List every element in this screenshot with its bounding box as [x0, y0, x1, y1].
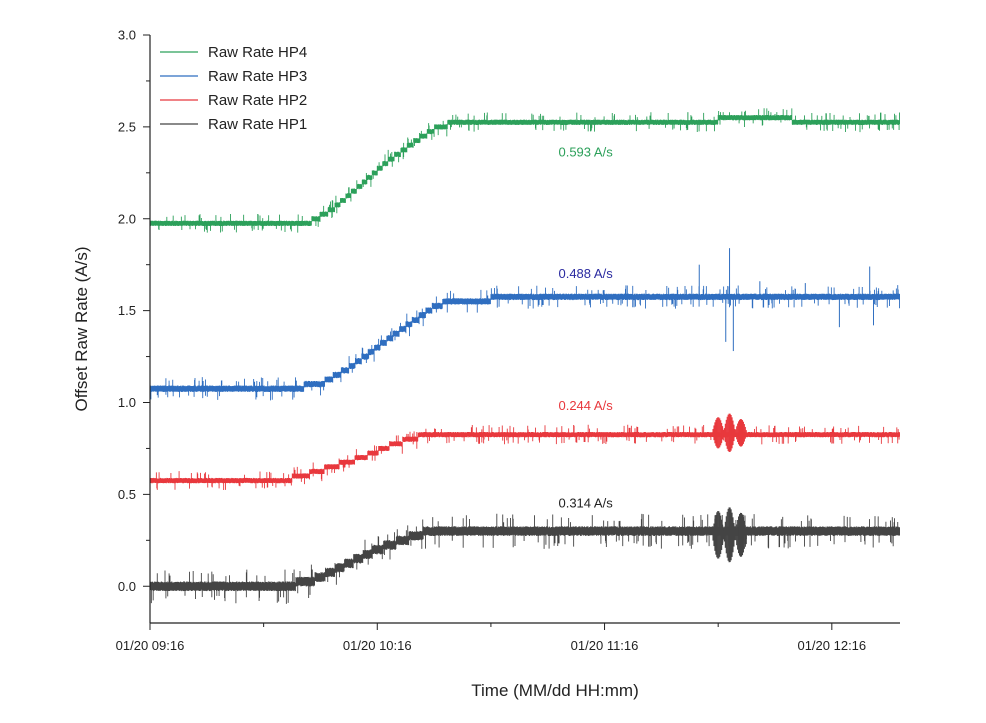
y-axis-title: Offset Raw Rate (A/s) [72, 246, 91, 411]
legend-label: Raw Rate HP3 [208, 68, 307, 85]
x-axis-title: Time (MM/dd HH:mm) [471, 681, 638, 700]
rate-annotation-2: 0.488 A/s [558, 266, 613, 281]
x-tick-label: 01/20 09:16 [116, 638, 185, 653]
y-tick-label: 1.5 [118, 303, 136, 318]
rate-annotation-4: 0.314 A/s [558, 496, 613, 511]
legend: Raw Rate HP4 Raw Rate HP3 Raw Rate HP2 Raw … [160, 44, 307, 133]
legend-item-4: Raw Rate HP1 [160, 116, 307, 133]
y-tick-label: 2.0 [118, 211, 136, 226]
legend-item-3: Raw Rate HP2 [160, 92, 307, 109]
series-2-band [149, 285, 900, 401]
series-3-band [149, 424, 900, 491]
rate-annotation-3: 0.244 A/s [558, 398, 613, 413]
x-tick-label: 01/20 12:16 [797, 638, 866, 653]
y-tick-label: 2.5 [118, 119, 136, 134]
series-2-trace [149, 248, 900, 401]
y-tick-label: 0.0 [118, 579, 136, 594]
legend-item-2: Raw Rate HP3 [160, 68, 307, 85]
rate-annotation-1: 0.593 A/s [558, 145, 613, 160]
plot-traces [149, 108, 900, 604]
axes: 0.0 0.5 1.0 1.5 2.0 2.5 3.0 01/20 09:16 01/20 10… [116, 28, 900, 653]
series-4-trace [149, 507, 900, 604]
series-3-trace [149, 413, 900, 491]
legend-label: Raw Rate HP1 [208, 116, 307, 133]
x-tick-label: 01/20 11:16 [571, 638, 639, 653]
annotations: 0.593 A/s 0.488 A/s 0.244 A/s 0.314 A/s [558, 145, 613, 511]
y-tick-label: 3.0 [118, 28, 136, 43]
y-tick-label: 0.5 [118, 487, 136, 502]
legend-label: Raw Rate HP4 [208, 44, 307, 61]
legend-label: Raw Rate HP2 [208, 92, 307, 109]
legend-item-1: Raw Rate HP4 [160, 44, 307, 61]
x-tick-label: 01/20 10:16 [343, 638, 412, 653]
y-tick-label: 1.0 [118, 395, 136, 410]
series-4-band [149, 513, 900, 604]
